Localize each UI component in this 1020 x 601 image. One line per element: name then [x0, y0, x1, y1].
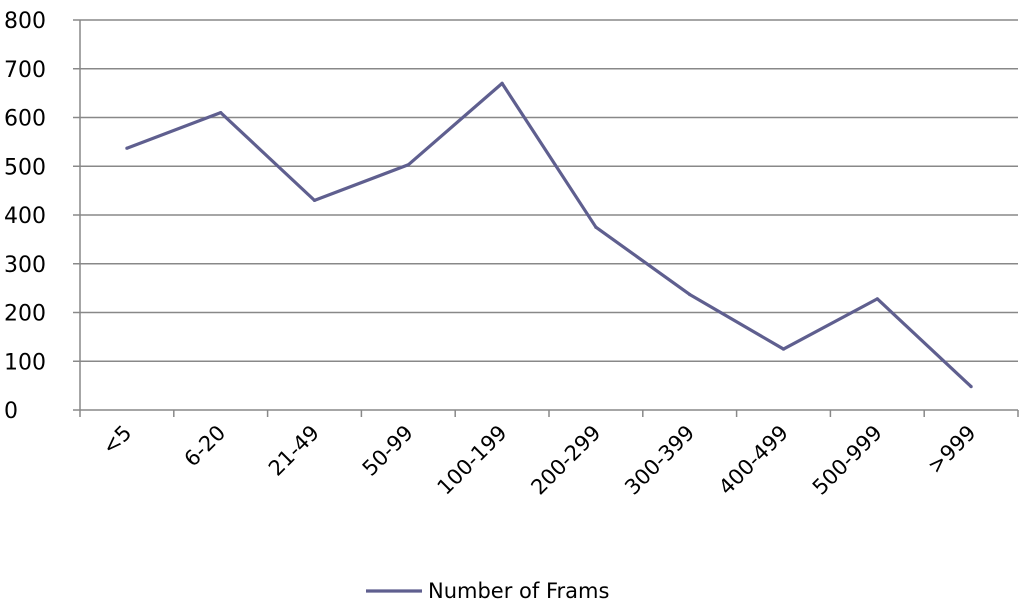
- x-tick-label: 500-999: [808, 421, 887, 500]
- data-point: [969, 385, 973, 389]
- x-tick-label: >999: [923, 421, 981, 479]
- data-point: [875, 297, 879, 301]
- y-tick-label: 200: [4, 302, 46, 327]
- data-point: [688, 292, 692, 297]
- x-tick-label: 50-99: [358, 421, 418, 481]
- y-tick-label: 600: [4, 107, 46, 132]
- gridlines: [73, 19, 1019, 417]
- x-tick-label: 21-49: [264, 421, 324, 481]
- y-tick-label: 100: [4, 350, 46, 375]
- y-tick-label: 800: [4, 9, 46, 34]
- data-point: [781, 347, 786, 351]
- y-tick-label: 300: [4, 253, 46, 278]
- data-point: [500, 81, 504, 85]
- data-point: [219, 111, 223, 115]
- x-tick-label: 100-199: [433, 421, 512, 500]
- x-tick-label: 400-499: [714, 421, 793, 500]
- data-point: [406, 163, 410, 167]
- x-tick-label: 6-20: [180, 421, 231, 472]
- y-tick-labels: 0 100 200 300 400 500 600 700 800: [4, 9, 46, 424]
- data-point: [312, 198, 317, 202]
- y-tick-label: 700: [4, 58, 46, 83]
- x-tick-label: 300-399: [620, 421, 699, 500]
- y-tick-label: 400: [4, 204, 46, 229]
- data-point: [125, 146, 129, 150]
- legend-label: Number of Frams: [428, 579, 609, 601]
- data-point: [594, 225, 598, 229]
- series-line: [126, 81, 973, 388]
- series-lines: [125, 81, 973, 389]
- legend: Number of Frams: [366, 579, 609, 601]
- y-tick-label: 0: [4, 399, 18, 424]
- x-tick-label: 200-299: [526, 421, 605, 500]
- y-tick-label: 500: [4, 155, 46, 180]
- axes: [79, 20, 1018, 411]
- x-tick-labels: <5 6-20 21-49 50-99 100-199 200-299 300-399 400…: [98, 421, 981, 500]
- x-tick-label: <5: [98, 421, 137, 460]
